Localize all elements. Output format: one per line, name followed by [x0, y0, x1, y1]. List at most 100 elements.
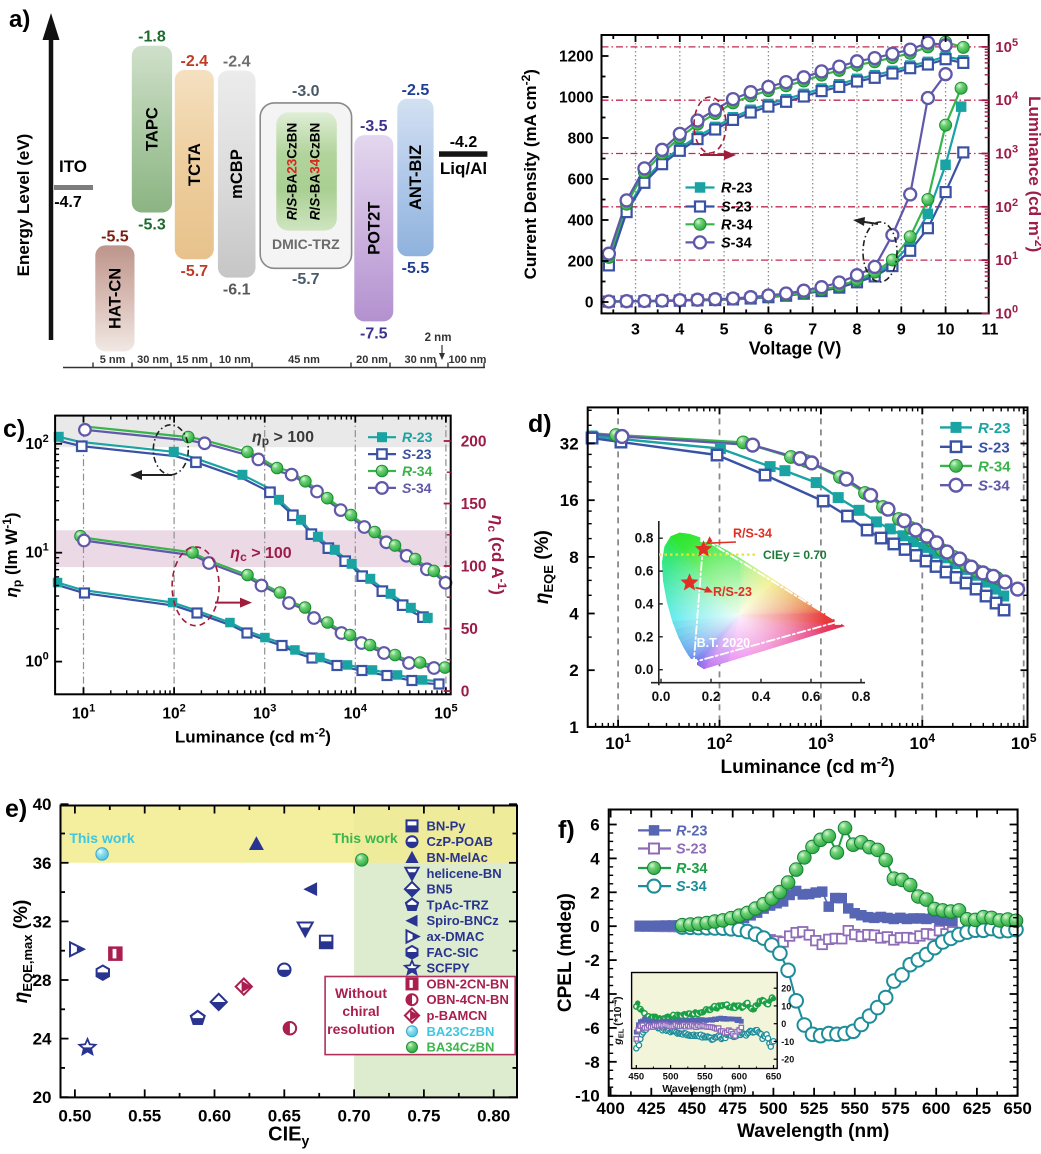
svg-text:0.8: 0.8: [635, 531, 654, 546]
svg-text:102: 102: [995, 197, 1018, 216]
svg-text:0.6: 0.6: [635, 564, 654, 579]
svg-text:101: 101: [605, 731, 631, 753]
svg-text:ηc > 100: ηc > 100: [230, 545, 292, 564]
svg-text:450: 450: [628, 1072, 644, 1083]
svg-text:0.50: 0.50: [58, 1106, 91, 1125]
svg-text:-6.1: -6.1: [223, 282, 251, 299]
svg-text:400: 400: [596, 1099, 624, 1118]
svg-text:0.55: 0.55: [128, 1106, 161, 1125]
svg-text:100 nm: 100 nm: [449, 354, 487, 366]
svg-text:2 nm: 2 nm: [425, 332, 452, 344]
svg-text:-5.5: -5.5: [101, 228, 129, 245]
svg-text:0.2: 0.2: [702, 689, 721, 704]
svg-text:ηp (lm W-1): ηp (lm W-1): [0, 512, 24, 597]
svg-text:102: 102: [25, 433, 48, 453]
svg-text:TCTA: TCTA: [186, 143, 204, 186]
svg-text:0.75: 0.75: [407, 1106, 440, 1125]
svg-text:S-34: S-34: [721, 235, 752, 251]
svg-text:0.6: 0.6: [802, 689, 821, 704]
svg-text:4: 4: [569, 605, 579, 624]
svg-text:1: 1: [569, 718, 578, 737]
svg-text:1200: 1200: [559, 49, 593, 66]
svg-text:50: 50: [461, 621, 478, 638]
svg-text:R-23: R-23: [676, 823, 707, 839]
svg-text:8: 8: [853, 321, 862, 338]
svg-text:32: 32: [33, 912, 52, 931]
svg-text:550: 550: [697, 1072, 713, 1083]
svg-text:425: 425: [637, 1099, 665, 1118]
svg-text:POT2T: POT2T: [365, 202, 383, 255]
svg-text:-4: -4: [585, 985, 601, 1004]
svg-text:R/S-34: R/S-34: [733, 527, 772, 541]
svg-text:-5.7: -5.7: [181, 263, 209, 280]
svg-text:0.2: 0.2: [635, 629, 654, 644]
svg-text:This work: This work: [69, 830, 135, 846]
svg-text:-3.5: -3.5: [360, 118, 388, 135]
svg-text:5: 5: [720, 321, 729, 338]
svg-text:45 nm: 45 nm: [288, 354, 320, 366]
svg-text:S-34: S-34: [676, 879, 707, 895]
svg-text:BA34CzBN: BA34CzBN: [427, 1040, 495, 1055]
svg-text:0.70: 0.70: [338, 1106, 371, 1125]
svg-text:20: 20: [33, 1088, 52, 1107]
svg-text:104: 104: [344, 702, 368, 722]
svg-text:102: 102: [162, 702, 185, 722]
svg-text:CzP-POAB: CzP-POAB: [427, 834, 493, 849]
svg-text:625: 625: [963, 1099, 991, 1118]
svg-text:p-BAMCN: p-BAMCN: [427, 1008, 488, 1023]
svg-text:This work: This work: [332, 830, 398, 846]
svg-text:-2.4: -2.4: [223, 54, 251, 71]
svg-text:1000: 1000: [559, 90, 593, 107]
svg-text:ANT-BIZ: ANT-BIZ: [407, 145, 425, 210]
svg-text:24: 24: [33, 1030, 52, 1049]
svg-text:R-23: R-23: [978, 420, 1011, 437]
svg-text:mCBP: mCBP: [228, 149, 246, 199]
svg-text:-4.2: -4.2: [450, 134, 478, 151]
svg-text:400: 400: [568, 213, 594, 230]
svg-text:FAC-SIC: FAC-SIC: [427, 945, 480, 960]
svg-text:S-23: S-23: [676, 842, 707, 858]
svg-text:650: 650: [1003, 1099, 1031, 1118]
svg-text:Voltage (V): Voltage (V): [749, 338, 842, 358]
svg-text:450: 450: [678, 1099, 706, 1118]
svg-text:OBN-4CN-BN: OBN-4CN-BN: [427, 992, 509, 1007]
svg-text:S-34: S-34: [402, 480, 432, 496]
svg-text:BN5: BN5: [427, 882, 453, 897]
svg-text:OBN-2CN-BN: OBN-2CN-BN: [427, 976, 509, 991]
svg-text:30 nm: 30 nm: [405, 354, 437, 366]
svg-text:0: 0: [590, 917, 599, 936]
svg-text:S-23: S-23: [978, 439, 1010, 456]
svg-text:Energy Level (eV): Energy Level (eV): [14, 134, 33, 277]
svg-text:650: 650: [766, 1072, 782, 1083]
svg-text:10 nm: 10 nm: [219, 354, 251, 366]
svg-text:28: 28: [33, 971, 52, 990]
svg-text:R/S-BA23CzBN: R/S-BA23CzBN: [285, 123, 300, 221]
svg-text:7: 7: [808, 321, 817, 338]
svg-text:8: 8: [569, 548, 578, 567]
svg-text:Luminance (cd m-2): Luminance (cd m-2): [1025, 96, 1041, 252]
svg-text:S-23: S-23: [402, 446, 432, 462]
svg-text:d): d): [528, 410, 552, 438]
svg-text:-2.5: -2.5: [402, 82, 430, 99]
svg-text:ηc (cd A-1): ηc (cd A-1): [485, 515, 509, 595]
svg-text:2: 2: [590, 883, 599, 902]
svg-text:S-34: S-34: [978, 478, 1010, 495]
svg-text:32: 32: [560, 435, 579, 454]
svg-text:10: 10: [781, 1001, 791, 1011]
svg-text:-3.0: -3.0: [292, 83, 320, 100]
svg-text:0.80: 0.80: [477, 1106, 510, 1125]
svg-text:R/S-BA34CzBN: R/S-BA34CzBN: [308, 123, 323, 221]
svg-text:36: 36: [33, 854, 52, 873]
svg-text:-7.5: -7.5: [360, 325, 388, 342]
svg-text:Liq/Al: Liq/Al: [440, 159, 487, 178]
svg-text:S-23: S-23: [721, 200, 752, 216]
svg-text:9: 9: [897, 321, 906, 338]
svg-text:105: 105: [1011, 731, 1037, 753]
svg-text:R-23: R-23: [721, 181, 752, 197]
svg-text:-6: -6: [585, 1019, 600, 1038]
svg-text:-10: -10: [575, 1087, 600, 1106]
svg-text:600: 600: [922, 1099, 950, 1118]
svg-text:-10: -10: [781, 1037, 794, 1047]
svg-text:HAT-CN: HAT-CN: [106, 268, 124, 329]
svg-text:-2: -2: [585, 951, 600, 970]
